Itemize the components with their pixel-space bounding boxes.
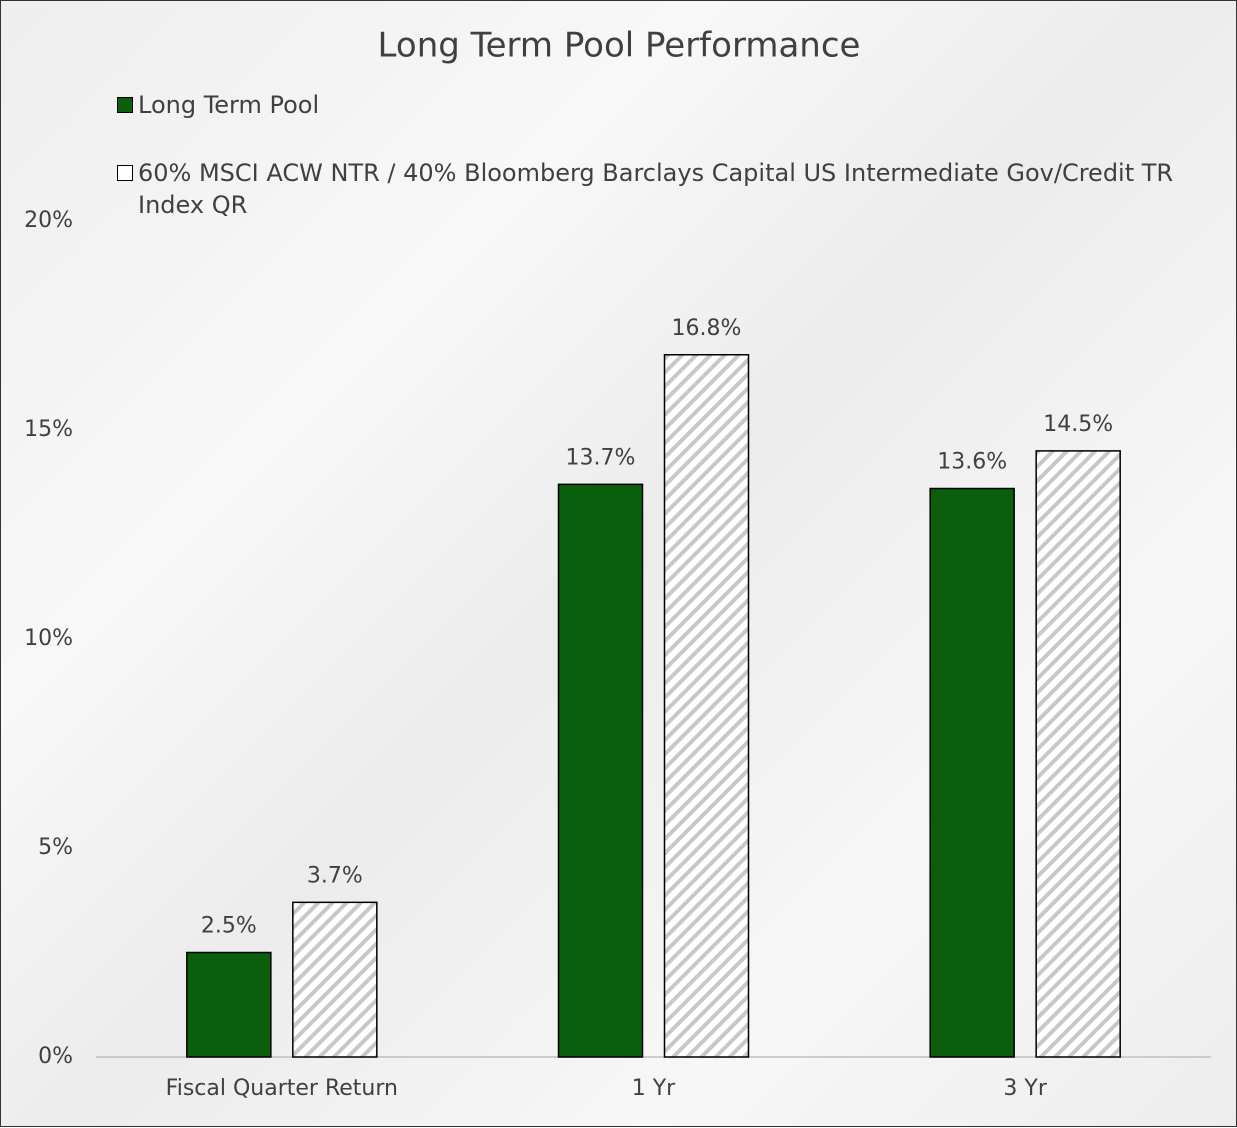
bar	[186, 951, 272, 1058]
bar	[1035, 450, 1121, 1058]
legend-item: Long Term Pool	[117, 89, 1187, 121]
value-label: 14.5%	[1043, 412, 1113, 437]
legend: Long Term Pool 60% MSCI ACW NTR / 40% Blo…	[117, 89, 1187, 257]
y-tick-label: 0%	[38, 1044, 73, 1069]
y-tick-label: 15%	[24, 417, 73, 442]
y-tick-label: 5%	[38, 835, 73, 860]
x-tick-label: Fiscal Quarter Return	[166, 1076, 398, 1101]
chart-title: Long Term Pool Performance	[378, 26, 861, 66]
legend-item: 60% MSCI ACW NTR / 40% Bloomberg Barclay…	[117, 157, 1187, 221]
y-tick-label: 20%	[24, 208, 73, 233]
bar	[929, 487, 1015, 1058]
bar	[557, 483, 644, 1058]
legend-label: 60% MSCI ACW NTR / 40% Bloomberg Barclay…	[138, 159, 1174, 219]
legend-swatch	[117, 165, 133, 181]
legend-swatch	[117, 97, 133, 113]
value-label: 13.6%	[937, 450, 1007, 475]
x-tick-label: 1 Yr	[632, 1076, 676, 1101]
value-label: 3.7%	[307, 863, 363, 888]
y-tick-label: 10%	[24, 626, 73, 651]
bar	[292, 901, 378, 1058]
value-label: 13.7%	[566, 445, 636, 470]
x-tick-label: 3 Yr	[1003, 1076, 1047, 1101]
value-label: 2.5%	[201, 914, 257, 939]
legend-label: Long Term Pool	[138, 91, 320, 119]
value-label: 16.8%	[672, 316, 742, 341]
bar	[663, 354, 750, 1058]
